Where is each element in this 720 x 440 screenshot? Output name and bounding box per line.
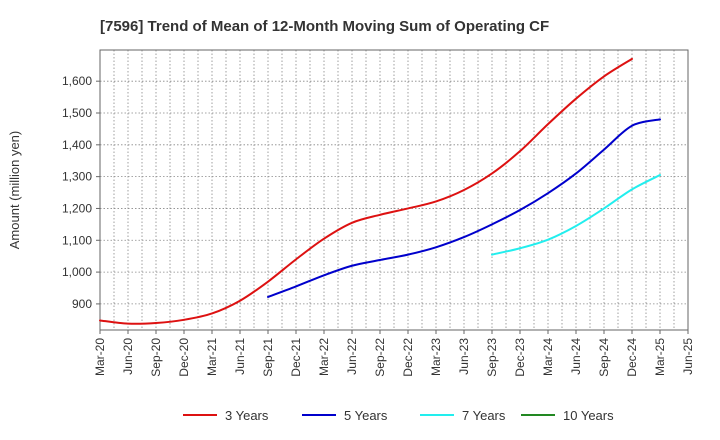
x-tick-labels: Mar-20 Jun-20 Sep-20 Dec-20 Mar-21 Jun-21 Sep-…: [93, 330, 695, 377]
x-tick-label: Dec-24: [625, 338, 639, 377]
legend-label: 7 Years: [462, 408, 506, 423]
x-tick-label: Jun-21: [233, 338, 247, 375]
series-line-7-years: [491, 174, 661, 256]
y-tick-label: 900: [72, 297, 92, 311]
x-tick-label: Mar-22: [317, 338, 331, 376]
x-tick-label: Sep-24: [597, 338, 611, 377]
x-tick-label: Jun-20: [121, 338, 135, 375]
y-tick-label: 1,100: [62, 233, 92, 247]
legend-item-3-years: 3 Years: [183, 408, 269, 423]
legend-label: 5 Years: [344, 408, 388, 423]
x-tick-label: Dec-20: [177, 338, 191, 377]
series-layer: [99, 57, 661, 325]
legend-item-10-years: 10 Years: [521, 408, 614, 423]
x-tick-label: Dec-23: [513, 338, 527, 377]
x-tick-label: Jun-23: [457, 338, 471, 375]
y-tick-label: 1,000: [62, 265, 92, 279]
x-tick-label: Mar-21: [205, 338, 219, 376]
x-tick-label: Sep-23: [485, 338, 499, 377]
series-line-5-years: [267, 118, 661, 298]
y-tick-label: 1,200: [62, 201, 92, 215]
plot-frame: [99, 49, 689, 331]
grid-layer: [100, 50, 688, 330]
legend-label: 3 Years: [225, 408, 269, 423]
x-tick-label: Sep-20: [149, 338, 163, 377]
x-tick-label: Jun-22: [345, 338, 359, 375]
y-axis-label: Amount (million yen): [7, 131, 22, 250]
x-tick-label: Mar-23: [429, 338, 443, 376]
series-line-3-years: [99, 57, 633, 325]
legend-item-5-years: 5 Years: [302, 408, 388, 423]
x-tick-label: Dec-21: [289, 338, 303, 377]
x-tick-label: Sep-22: [373, 338, 387, 377]
legend-label: 10 Years: [563, 408, 614, 423]
x-tick-label: Mar-20: [93, 338, 107, 376]
y-tick-label: 1,500: [62, 106, 92, 120]
y-tick-label: 1,600: [62, 74, 92, 88]
x-tick-label: Dec-22: [401, 338, 415, 377]
y-tick-labels: 900 1,000 1,100 1,200 1,300 1,400 1,500 1,600: [62, 74, 100, 311]
x-tick-label: Jun-25: [681, 338, 695, 375]
x-tick-label: Jun-24: [569, 338, 583, 375]
x-tick-label: Mar-25: [653, 338, 667, 376]
chart-title: [7596] Trend of Mean of 12-Month Moving …: [100, 18, 549, 35]
x-tick-label: Sep-21: [261, 338, 275, 377]
x-tick-label: Mar-24: [541, 338, 555, 376]
legend: 3 Years 5 Years 7 Years 10 Years: [183, 408, 614, 423]
legend-item-7-years: 7 Years: [420, 408, 506, 423]
y-tick-label: 1,300: [62, 170, 92, 184]
y-tick-label: 1,400: [62, 138, 92, 152]
